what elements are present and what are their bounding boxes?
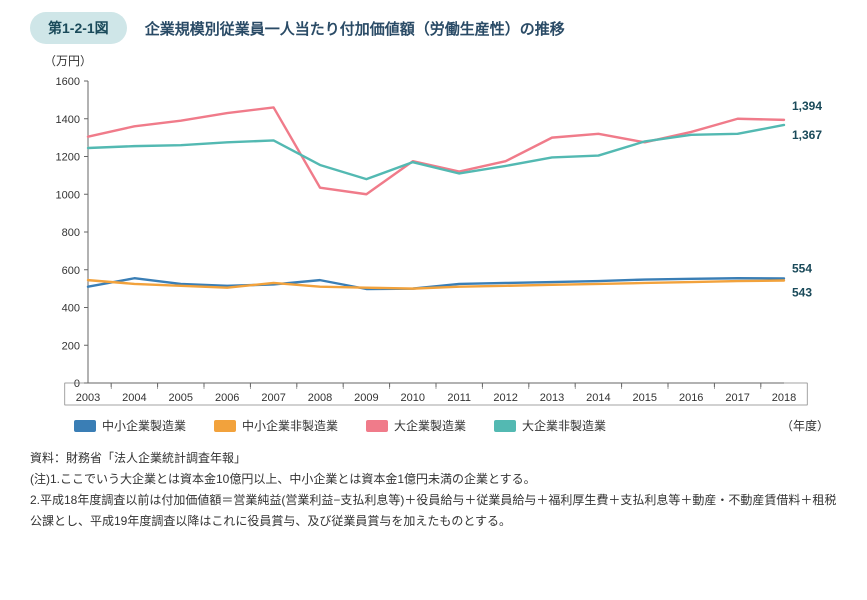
svg-text:600: 600 [62,265,80,277]
svg-text:2007: 2007 [261,392,285,404]
figure-badge: 第1-2-1図 [30,12,127,44]
legend-label: 大企業製造業 [394,417,466,434]
legend-swatch [74,420,96,432]
svg-text:1,367: 1,367 [792,128,822,142]
svg-text:1200: 1200 [56,152,80,164]
svg-text:2006: 2006 [215,392,239,404]
legend-item: 大企業製造業 [366,417,466,434]
svg-text:800: 800 [62,227,80,239]
svg-text:2018: 2018 [772,392,796,404]
legend-item: 大企業非製造業 [494,417,606,434]
y-axis-unit: （万円） [44,52,837,69]
svg-text:554: 554 [792,261,812,275]
svg-text:2009: 2009 [354,392,378,404]
source-note: 資料：財務省「法人企業統計調査年報」 [30,448,837,469]
figure-title: 企業規模別従業員一人当たり付加価値額（労働生産性）の推移 [145,18,565,39]
legend-swatch [494,420,516,432]
svg-text:2004: 2004 [122,392,146,404]
svg-text:2010: 2010 [401,392,425,404]
legend: 中小企業製造業 中小企業非製造業 大企業製造業 大企業非製造業 （年度） [74,417,837,434]
svg-text:2016: 2016 [679,392,703,404]
svg-text:2012: 2012 [493,392,517,404]
svg-text:1400: 1400 [56,114,80,126]
svg-text:2011: 2011 [447,392,471,404]
svg-text:0: 0 [74,378,80,390]
svg-text:2008: 2008 [308,392,332,404]
legend-swatch [214,420,236,432]
svg-text:1,394: 1,394 [792,99,822,113]
svg-text:2005: 2005 [169,392,193,404]
legend-swatch [366,420,388,432]
legend-label: 中小企業製造業 [102,417,186,434]
footnotes: 資料：財務省「法人企業統計調査年報」 (注)1.ここでいう大企業とは資本金10億… [30,448,837,532]
svg-text:2014: 2014 [586,392,610,404]
x-axis-unit: （年度） [781,417,829,434]
note-2: 2.平成18年度調査以前は付加価値額＝営業純益(営業利益−支払利息等)＋役員給与… [30,490,837,532]
svg-text:200: 200 [62,340,80,352]
svg-text:1000: 1000 [56,189,80,201]
legend-label: 中小企業非製造業 [242,417,338,434]
svg-text:2013: 2013 [540,392,564,404]
svg-text:2015: 2015 [633,392,657,404]
svg-text:543: 543 [792,286,812,300]
page: 第1-2-1図 企業規模別従業員一人当たり付加価値額（労働生産性）の推移 （万円… [0,0,867,600]
svg-text:1600: 1600 [56,76,80,88]
line-chart: 0 200 400 600 800 1000 1200 1400 1600 2003 2004 200… [34,71,834,411]
legend-item: 中小企業非製造業 [214,417,338,434]
figure-header: 第1-2-1図 企業規模別従業員一人当たり付加価値額（労働生産性）の推移 [30,12,837,44]
note-1: (注)1.ここでいう大企業とは資本金10億円以上、中小企業とは資本金1億円未満の… [30,469,837,490]
legend-label: 大企業非製造業 [522,417,606,434]
svg-text:400: 400 [62,303,80,315]
legend-item: 中小企業製造業 [74,417,186,434]
chart-area: 0 200 400 600 800 1000 1200 1400 1600 2003 2004 200… [34,71,834,411]
svg-text:2003: 2003 [76,392,100,404]
svg-text:2017: 2017 [725,392,749,404]
